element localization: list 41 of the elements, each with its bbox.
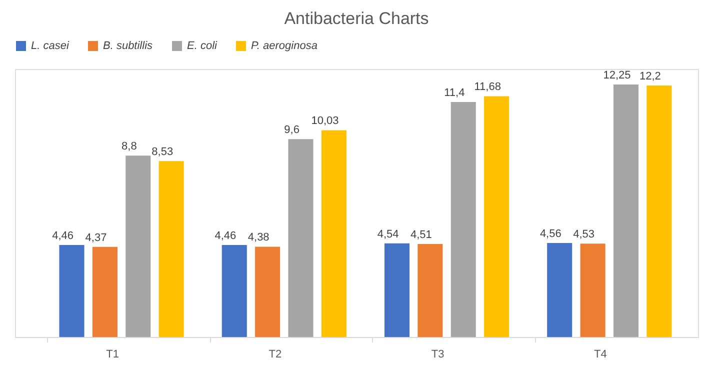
data-label: 8,53: [152, 146, 174, 158]
legend-label: L. casei: [31, 40, 70, 52]
bar: [580, 244, 606, 337]
bar: [288, 139, 314, 337]
x-tick-label: T3: [431, 348, 444, 360]
data-label: 4,38: [248, 232, 270, 244]
x-tick-label: T2: [268, 348, 282, 360]
data-label: 4,53: [573, 228, 595, 241]
data-label: 4,46: [214, 230, 236, 242]
chart-title: Antibacteria Charts: [284, 9, 429, 28]
bar: [126, 156, 151, 337]
bar: [646, 85, 672, 337]
data-label: 4,54: [377, 228, 399, 240]
data-label: 8,8: [122, 140, 137, 153]
data-label: 4,46: [52, 230, 74, 242]
data-label: 12,2: [640, 70, 661, 82]
legend-label: P. aeroginosa: [251, 40, 318, 52]
bar: [321, 130, 346, 337]
data-label: 11,4: [444, 86, 465, 99]
bar: [255, 246, 280, 337]
data-label: 9,6: [284, 124, 300, 136]
data-label: 4,56: [540, 228, 562, 240]
bar: [59, 245, 84, 337]
data-label: 4,51: [410, 229, 432, 242]
data-label: 4,37: [85, 232, 107, 244]
bar: [418, 244, 443, 337]
data-label: 11,68: [474, 81, 501, 94]
data-label: 12,25: [603, 69, 631, 82]
bar: [547, 242, 572, 337]
bar: [613, 84, 638, 337]
bar: [222, 245, 247, 337]
data-label: 10,03: [311, 115, 339, 128]
bar: [450, 102, 476, 337]
legend-label: E. coli: [187, 40, 218, 52]
bar: [384, 243, 410, 337]
bar: [158, 161, 184, 337]
legend-label: B. subtillis: [103, 40, 154, 52]
x-tick-label: T1: [106, 348, 119, 360]
bar: [92, 246, 118, 337]
bar: [484, 96, 510, 337]
x-tick-label: T4: [594, 348, 607, 360]
